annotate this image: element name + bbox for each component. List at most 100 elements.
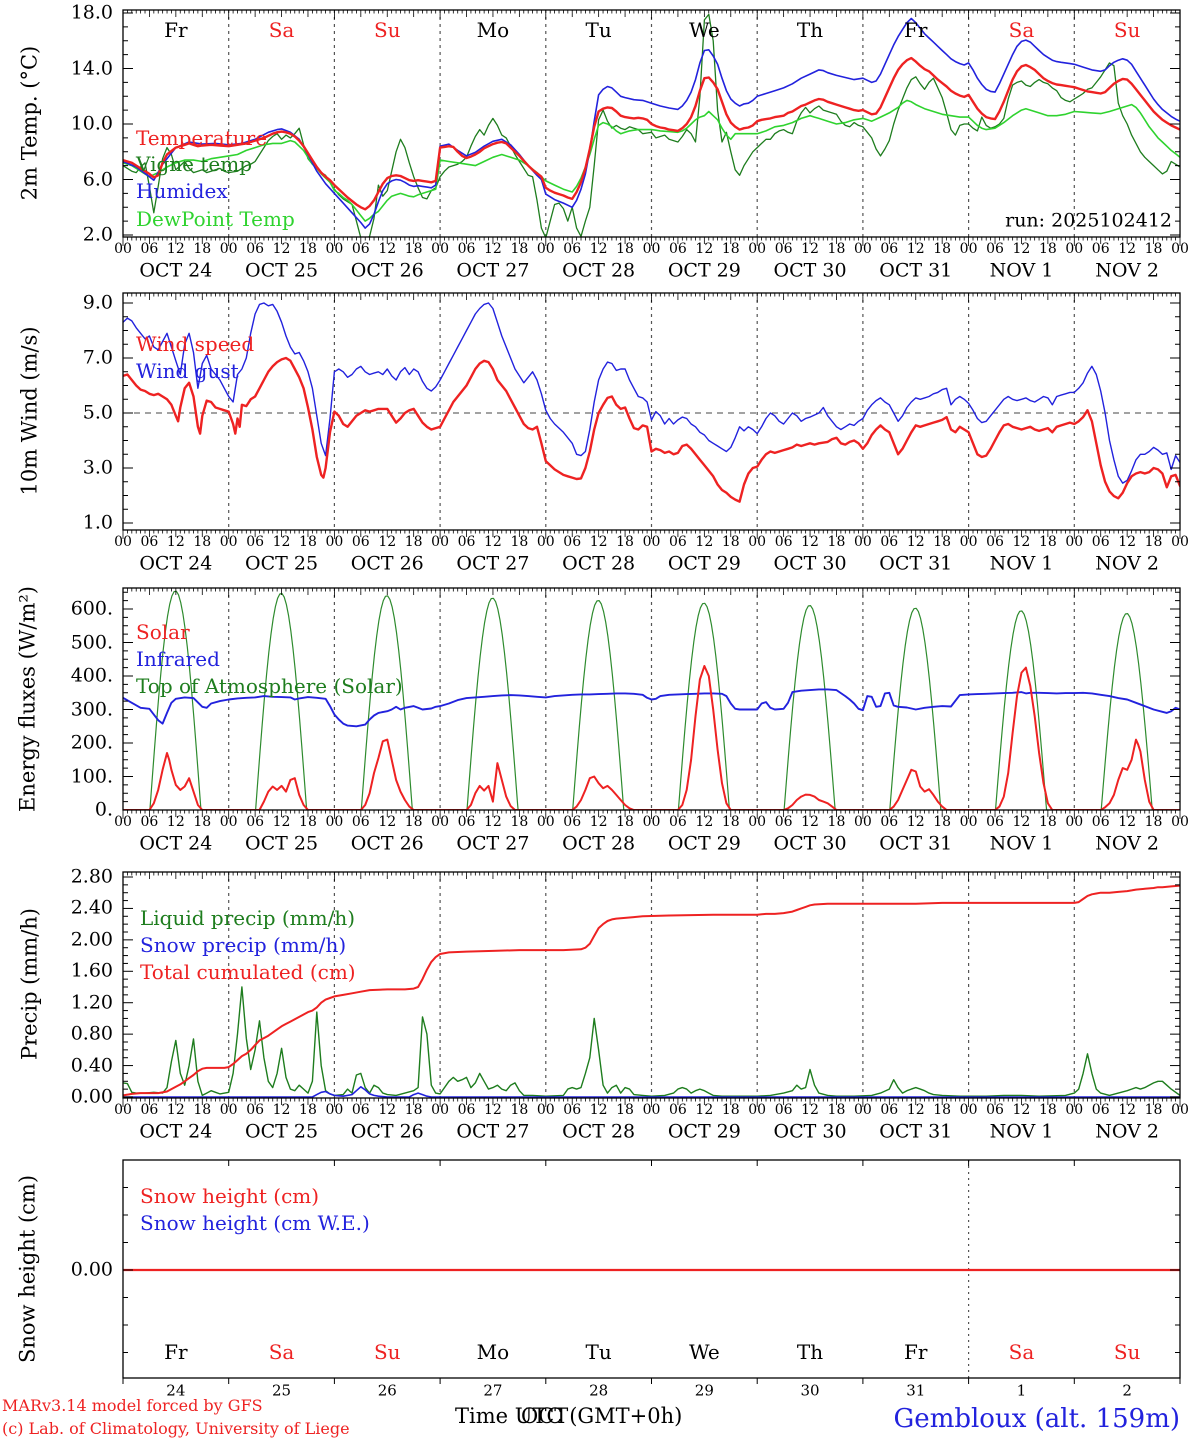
- day-number: 31: [906, 1381, 926, 1400]
- hour-label: 00: [959, 241, 978, 257]
- hour-label: 12: [695, 241, 714, 257]
- y-tick-label: 0.00: [70, 1085, 113, 1108]
- date-label: OCT 29: [667, 259, 741, 282]
- hour-label: 12: [1012, 534, 1031, 550]
- date-label: NOV 1: [989, 1120, 1054, 1143]
- date-label: OCT 28: [562, 552, 636, 575]
- date-label: OCT 28: [562, 832, 636, 855]
- hour-label: 00: [536, 814, 555, 830]
- date-label: OCT 27: [456, 1120, 530, 1143]
- y-tick-label: 5.0: [82, 401, 113, 424]
- hour-label: 18: [1144, 814, 1163, 830]
- hour-label: 00: [642, 814, 661, 830]
- hour-label: 00: [1171, 1102, 1189, 1118]
- day-label: Su: [1113, 1340, 1141, 1364]
- hour-label: 00: [219, 1102, 238, 1118]
- hour-label: 06: [351, 241, 370, 257]
- hour-label: 00: [325, 814, 344, 830]
- legend-snow-height-we: Snow height (cm W.E.): [140, 1211, 370, 1235]
- hour-label: 18: [510, 1102, 529, 1118]
- day-label: Tu: [585, 18, 612, 42]
- hour-label: 06: [669, 814, 687, 830]
- hour-label: 00: [748, 814, 767, 830]
- date-label: OCT 31: [879, 552, 953, 575]
- hour-label: 18: [1038, 814, 1057, 830]
- date-label: OCT 29: [667, 552, 741, 575]
- date-label: NOV 2: [1095, 259, 1159, 282]
- hour-label: 00: [431, 814, 450, 830]
- hour-label: 18: [616, 241, 634, 257]
- y-axis-title-precip: Precip (mm/h): [17, 907, 42, 1061]
- hour-label: 12: [695, 1102, 714, 1118]
- hour-label: 18: [827, 814, 846, 830]
- hour-label: 06: [986, 814, 1004, 830]
- hour-label: 06: [669, 241, 687, 257]
- hour-label: 06: [1091, 1102, 1110, 1118]
- hour-label: 12: [589, 534, 608, 550]
- date-label: OCT 25: [245, 832, 319, 855]
- date-label: OCT 24: [139, 1120, 213, 1143]
- hour-label: 06: [1091, 241, 1110, 257]
- hour-label: 06: [351, 534, 370, 550]
- hour-label: 06: [880, 534, 899, 550]
- hour-label: 12: [1012, 1102, 1031, 1118]
- date-label: OCT 26: [350, 1120, 424, 1143]
- day-number: 25: [272, 1381, 292, 1400]
- hour-label: 06: [246, 534, 265, 550]
- hour-label: 18: [404, 241, 423, 257]
- hour-label: 06: [563, 814, 582, 830]
- hour-label: 00: [114, 1102, 132, 1118]
- hour-label: 00: [959, 1102, 978, 1118]
- day-label: Fr: [164, 1340, 188, 1364]
- hour-label: 12: [1118, 241, 1137, 257]
- hour-label: 18: [721, 1102, 740, 1118]
- date-label: OCT 29: [667, 832, 741, 855]
- hour-label: 00: [642, 534, 661, 550]
- hour-label: 12: [695, 814, 714, 830]
- hour-label: 18: [299, 241, 317, 257]
- hour-label: 06: [563, 241, 582, 257]
- hour-label: 00: [1065, 534, 1084, 550]
- hour-label: 06: [140, 1102, 159, 1118]
- hour-label: 12: [801, 534, 819, 550]
- legend-wind-gust: Wind gust: [136, 359, 239, 383]
- day-label: Su: [373, 1340, 401, 1364]
- y-tick-label: 200.: [70, 731, 113, 754]
- legend-solar: Solar: [136, 620, 190, 644]
- hour-label: 00: [219, 241, 238, 257]
- date-label: NOV 1: [989, 552, 1054, 575]
- hour-label: 00: [642, 1102, 661, 1118]
- hour-label: 06: [669, 1102, 687, 1118]
- hour-label: 18: [616, 1102, 634, 1118]
- hour-label: 18: [510, 814, 529, 830]
- date-label: OCT 25: [245, 1120, 319, 1143]
- hour-label: 12: [801, 1102, 819, 1118]
- date-label: OCT 24: [139, 832, 213, 855]
- date-label: OCT 31: [879, 832, 953, 855]
- legend-dewpoint-temp: DewPoint Temp: [136, 207, 295, 231]
- hour-label: 00: [325, 241, 344, 257]
- legend-total-cumulated: Total cumulated (cm): [140, 960, 356, 984]
- hour-label: 06: [1091, 814, 1110, 830]
- date-label: OCT 25: [245, 259, 319, 282]
- y-tick-label: 9.0: [82, 291, 113, 314]
- day-label: Fr: [164, 18, 188, 42]
- hour-label: 18: [1144, 241, 1163, 257]
- hour-label: 06: [246, 241, 265, 257]
- hour-label: 12: [272, 241, 291, 257]
- footer-model-credit: MARv3.14 model forced by GFS: [2, 1396, 263, 1415]
- hour-label: 12: [1118, 814, 1137, 830]
- y-tick-label: 300.: [70, 698, 113, 720]
- hour-label: 00: [431, 241, 450, 257]
- hour-label: 18: [1038, 1102, 1057, 1118]
- hour-label: 12: [906, 241, 925, 257]
- y-tick-label: 1.0: [82, 511, 113, 534]
- day-number: 29: [694, 1381, 714, 1400]
- hour-label: 00: [325, 1102, 344, 1118]
- y-axis-title-temp: 2m Temp. (°C): [17, 45, 42, 201]
- hour-label: 06: [880, 814, 899, 830]
- hour-label: 18: [933, 1102, 952, 1118]
- hour-label: 12: [484, 814, 502, 830]
- hour-label: 12: [906, 1102, 925, 1118]
